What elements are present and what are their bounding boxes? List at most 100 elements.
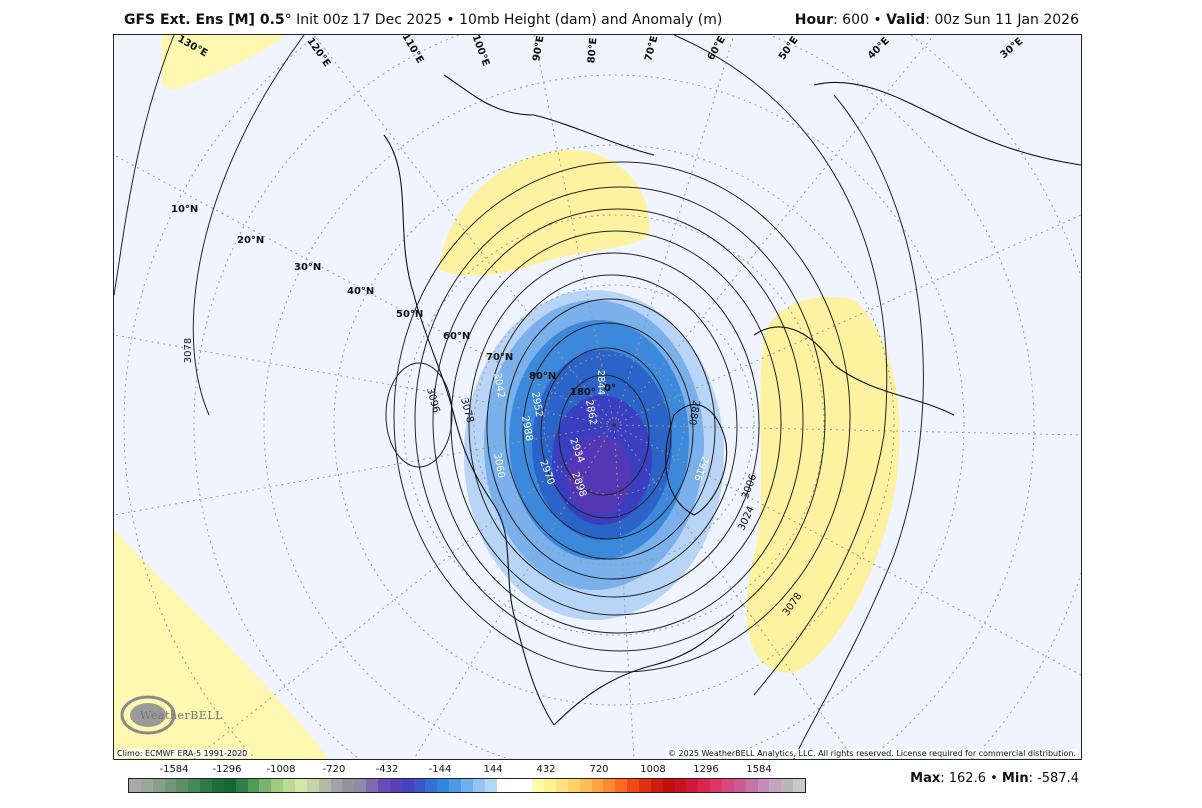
colorbar-tick: 432	[536, 764, 556, 775]
colorbar-swatch	[745, 779, 758, 792]
colorbar-tick: -1584	[159, 764, 189, 775]
colorbar-swatch	[710, 779, 722, 792]
valid-value: : 00z Sun 11 Jan 2026	[925, 12, 1079, 28]
colorbar-swatch	[532, 779, 545, 792]
colorbar-swatch	[235, 779, 248, 792]
colorbar-swatch	[544, 779, 556, 792]
height-contours	[114, 35, 924, 759]
colorbar-swatch	[698, 779, 711, 792]
colorbar-swatch	[330, 779, 343, 792]
colorbar-swatch	[176, 779, 189, 792]
colorbar-swatch	[164, 779, 177, 792]
colorbar-swatch	[295, 779, 307, 792]
colorbar-swatch	[662, 779, 675, 792]
colorbar-swatch	[306, 779, 319, 792]
min-value: : -587.4	[1028, 771, 1079, 786]
init-description: Init 00z 17 Dec 2025 • 10mb Height (dam)…	[291, 12, 723, 28]
colorbar-swatch	[496, 779, 509, 792]
pole-label-0: 0°	[604, 383, 616, 394]
colorbar-tick: -720	[322, 764, 346, 775]
colorbar-swatch	[354, 779, 367, 792]
lat-label-40n: 40°N	[347, 286, 375, 297]
colorbar-tick: 1584	[746, 764, 772, 775]
colorbar-tick: 144	[483, 764, 503, 775]
colorbar-swatch	[638, 779, 651, 792]
colorbar-swatch	[591, 779, 604, 792]
colorbar-swatch	[472, 779, 485, 792]
max-value: : 162.6 •	[940, 771, 1002, 786]
colorbar-swatch	[674, 779, 687, 792]
colorbar-swatch	[721, 779, 734, 792]
lon-label-80e: 80°E	[586, 37, 600, 64]
colorbar-tick: -1008	[266, 764, 296, 775]
colorbar-swatch	[425, 779, 438, 792]
contour-label: 3078	[183, 337, 195, 364]
colorbar-swatch	[259, 779, 272, 792]
degree-symbol: °	[284, 12, 292, 28]
colorbar-swatch	[378, 779, 390, 792]
lat-label-80n: 80°N	[529, 371, 557, 382]
lat-label-60n: 60°N	[443, 331, 471, 342]
max-min-stats: Max: 162.6 • Min: -587.4	[910, 771, 1079, 786]
logo-text: WeatherBELL	[140, 709, 223, 722]
colorbar-tick: -432	[375, 764, 399, 775]
colorbar-swatch	[484, 779, 497, 792]
colorbar-tick: 720	[589, 764, 609, 775]
max-label: Max	[910, 771, 941, 786]
hour-label: Hour	[794, 12, 834, 28]
colorbar-swatch	[223, 779, 236, 792]
colorbar-swatch	[733, 779, 746, 792]
climo-note: Climo: ECMWF ERA-5 1991-2020	[115, 749, 250, 758]
colorbar-swatch	[413, 779, 426, 792]
colorbar-tick: 1296	[693, 764, 719, 775]
colorbar-swatch	[793, 779, 805, 792]
contour-label: 2844	[595, 369, 607, 396]
colorbar-swatch	[283, 779, 296, 792]
valid-time: Hour: 600 • Valid: 00z Sun 11 Jan 2026	[795, 12, 1079, 28]
graticule	[114, 35, 1081, 759]
colorbar-swatch	[461, 779, 473, 792]
colorbar-swatch	[188, 779, 201, 792]
anomaly-positive-region	[162, 35, 284, 90]
colorbar-tick: 1008	[640, 764, 666, 775]
lat-label-70n: 70°N	[486, 352, 514, 363]
colorbar-swatch	[449, 779, 462, 792]
colorbar-swatch	[389, 779, 402, 792]
anomaly-colorbar	[128, 778, 806, 793]
colorbar-swatch	[200, 779, 213, 792]
polar-map	[114, 35, 1081, 759]
valid-label: Valid	[886, 12, 926, 28]
colorbar-swatch	[366, 779, 379, 792]
colorbar-swatch	[152, 779, 165, 792]
colorbar-swatch	[686, 779, 699, 792]
colorbar-swatch	[342, 779, 355, 792]
weatherbell-logo: WeatherBELL	[118, 693, 222, 737]
colorbar-tick: -1296	[212, 764, 242, 775]
colorbar-swatch	[212, 779, 224, 792]
colorbar-swatch	[627, 779, 639, 792]
lat-label-30n: 30°N	[294, 262, 322, 273]
pole-label-180: 180°	[570, 387, 596, 398]
colorbar-swatch	[769, 779, 782, 792]
lat-label-50n: 50°N	[396, 309, 424, 320]
colorbar-swatch	[401, 779, 414, 792]
anomaly-positive-region	[746, 296, 900, 674]
colorbar-labels: -1584 -1296 -1008 -720 -432 -144 144 432…	[128, 764, 804, 776]
map-panel: 10°N 20°N 30°N 40°N 50°N 60°N 70°N 80°N …	[113, 34, 1082, 760]
colorbar-swatch	[318, 779, 331, 792]
colorbar-swatch	[757, 779, 770, 792]
chart-title: GFS Ext. Ens [M] 0.5° Init 00z 17 Dec 20…	[124, 12, 722, 28]
min-label: Min	[1001, 771, 1029, 786]
lat-label-10n: 10°N	[171, 204, 199, 215]
colorbar-swatch	[247, 779, 260, 792]
colorbar-tick: -144	[428, 764, 452, 775]
coastlines	[383, 74, 1081, 726]
colorbar-swatch	[271, 779, 284, 792]
colorbar-swatch	[437, 779, 450, 792]
colorbar-swatch	[781, 779, 794, 792]
colorbar-swatch	[603, 779, 616, 792]
copyright-note: © 2025 WeatherBELL Analytics, LLC. All r…	[666, 749, 1078, 758]
colorbar-swatch	[520, 779, 533, 792]
hour-value: : 600 •	[833, 12, 887, 28]
colorbar-swatch	[615, 779, 628, 792]
